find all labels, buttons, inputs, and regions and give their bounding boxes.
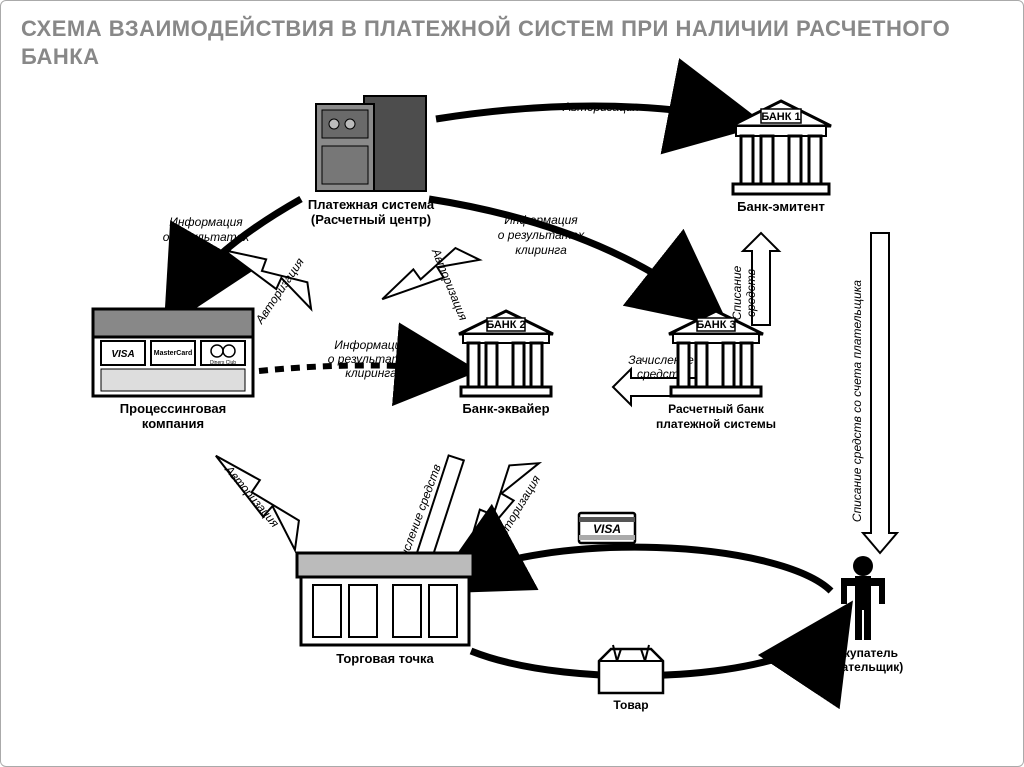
svg-text:средств: средств (744, 269, 758, 317)
svg-text:VISA: VISA (593, 522, 621, 536)
svg-text:компания: компания (142, 416, 204, 431)
svg-text:БАНК 2: БАНК 2 (486, 319, 525, 331)
edge-auth-acq-ps (375, 241, 481, 302)
edge-label: Авторизация (562, 100, 640, 114)
svg-text:клиринга: клиринга (345, 366, 397, 380)
svg-text:Информация: Информация (169, 215, 243, 229)
svg-text:о результатах: о результатах (163, 230, 250, 244)
svg-text:БАНК 1: БАНК 1 (761, 111, 800, 123)
svg-text:Авторизация: Авторизация (222, 462, 283, 530)
svg-text:Diners Club: Diners Club (210, 360, 236, 366)
edge-card-loop-top (456, 547, 831, 591)
label-payment-system: Платежная система (308, 197, 435, 212)
node-goods (599, 645, 663, 693)
svg-text:MasterCard: MasterCard (154, 350, 193, 357)
node-payment-system (316, 96, 426, 191)
label-buyer: Покупатель (828, 646, 898, 660)
svg-text:Информация: Информация (504, 213, 578, 227)
label-payment-system-2: (Расчетный центр) (311, 212, 431, 227)
svg-text:о результатах: о результатах (328, 352, 415, 366)
svg-text:Информация: Информация (334, 338, 408, 352)
svg-text:платежной системы: платежной системы (656, 417, 776, 431)
label-processing: Процессинговая (120, 401, 226, 416)
svg-text:Списание средств со счета плат: Списание средств со счета плательщика (850, 280, 864, 523)
svg-text:VISA: VISA (111, 349, 134, 360)
label-acquirer-bank: Банк-эквайер (462, 401, 549, 416)
label-goods: Товар (613, 698, 648, 712)
diagram-canvas: Авторизация Информация о результатах кли… (1, 1, 1024, 767)
svg-text:клиринга: клиринга (515, 243, 567, 257)
svg-text:клиринга: клиринга (180, 245, 232, 259)
label-settlement-bank: Расчетный банк (668, 402, 765, 416)
svg-text:(плательщик): (плательщик) (823, 660, 904, 674)
node-processing: VISA MasterCard Diners Club (93, 309, 253, 396)
svg-text:о результатах: о результатах (498, 228, 585, 242)
node-visa-card: VISA (579, 513, 635, 543)
label-issuing-bank: Банк-эмитент (737, 199, 825, 214)
node-merchant (297, 553, 473, 645)
edge-debit-issuer-buyer (863, 233, 897, 553)
node-buyer (841, 556, 885, 640)
svg-text:БАНК 3: БАНК 3 (696, 319, 735, 331)
label-merchant: Торговая точка (336, 651, 434, 666)
svg-text:Списание: Списание (730, 265, 744, 320)
